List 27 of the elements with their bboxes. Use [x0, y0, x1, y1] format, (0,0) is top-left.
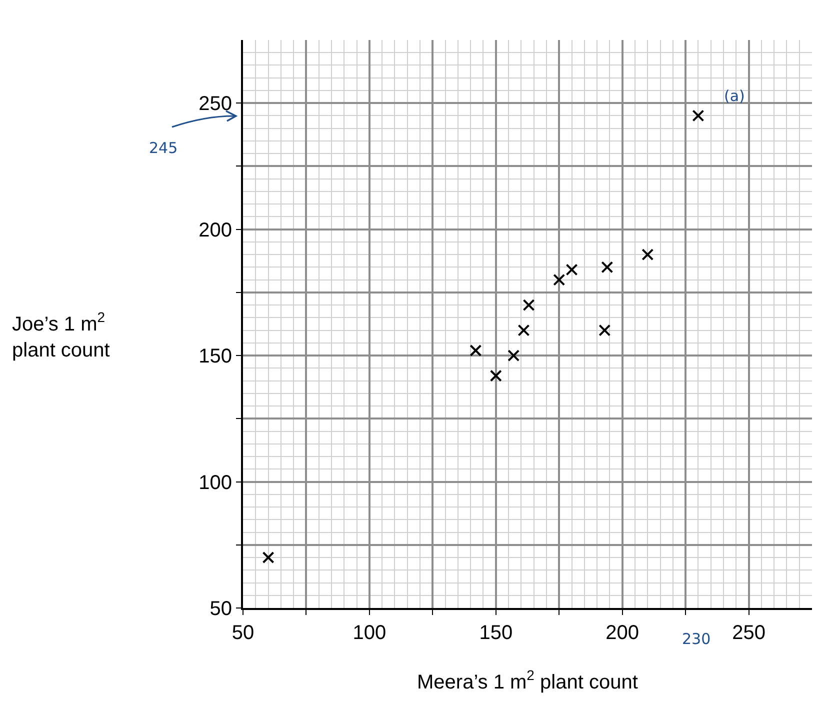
annotation: (a) [724, 87, 745, 105]
y-tick-label: 200 [198, 219, 232, 242]
y-tick-label: 100 [198, 472, 232, 494]
x-tick-label: 150 [479, 622, 513, 644]
point [601, 261, 614, 274]
point [598, 324, 611, 336]
x-tick-label: 250 [732, 622, 766, 644]
point [522, 299, 535, 312]
point [508, 350, 520, 362]
point [642, 248, 654, 261]
point [490, 370, 502, 382]
point [470, 344, 482, 357]
point [692, 110, 704, 122]
y-tick-label: 250 [198, 93, 232, 116]
x-tick-label: 50 [232, 622, 254, 644]
x-tick-label: 200 [606, 622, 640, 644]
y-tick-label: 150 [198, 346, 232, 368]
x-tick-label: 100 [352, 622, 386, 644]
text: 230 [682, 630, 711, 648]
point [262, 552, 274, 564]
x-axis-title: Meera’s 1 m$^{2}$ plant count [417, 667, 638, 694]
point [566, 264, 578, 276]
y-tick-label: 50 [210, 598, 232, 620]
point [553, 274, 566, 286]
text: 245 [149, 139, 178, 157]
y-axis-title: Joe’s 1 m$^{2}$ plant count [12, 309, 110, 362]
point [518, 324, 530, 336]
